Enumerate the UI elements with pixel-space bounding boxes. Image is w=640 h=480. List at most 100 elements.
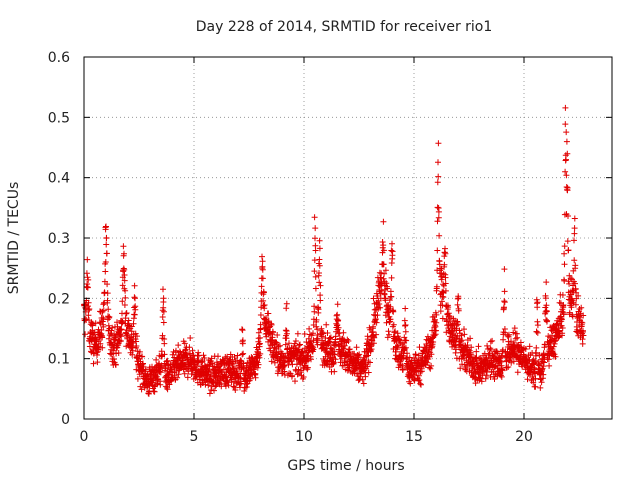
data-point	[542, 295, 549, 302]
data-point	[428, 351, 435, 358]
data-point	[550, 343, 557, 350]
data-point	[239, 337, 246, 344]
data-point	[407, 380, 414, 387]
data-point	[130, 320, 137, 327]
data-point	[232, 387, 239, 393]
data-point	[316, 262, 323, 269]
data-point	[387, 288, 394, 295]
data-point	[536, 352, 543, 358]
data-point	[373, 319, 380, 326]
data-point	[376, 301, 383, 307]
y-tick-label: 0	[61, 412, 70, 428]
data-point	[316, 245, 323, 252]
data-point	[84, 281, 91, 287]
data-point	[537, 384, 544, 391]
data-point	[467, 335, 474, 342]
data-point	[254, 364, 261, 371]
data-point	[119, 298, 126, 305]
data-point	[120, 268, 127, 275]
data-point	[514, 369, 521, 376]
x-tick-label: 15	[405, 429, 423, 445]
data-point	[507, 355, 514, 362]
data-point	[252, 374, 259, 381]
data-point	[265, 310, 272, 317]
data-point	[331, 351, 338, 358]
data-point	[562, 104, 569, 111]
data-point	[514, 334, 521, 341]
data-point	[301, 331, 308, 337]
data-point	[510, 358, 517, 365]
data-point	[402, 344, 409, 351]
data-point	[120, 243, 127, 250]
data-point	[435, 159, 441, 166]
data-point	[437, 308, 444, 315]
data-point	[199, 358, 206, 365]
data-point	[248, 354, 255, 361]
x-tick-label: 20	[515, 429, 533, 445]
data-point	[104, 290, 111, 297]
data-point	[291, 340, 298, 347]
data-point	[478, 378, 485, 385]
data-point	[208, 387, 215, 393]
data-point	[482, 375, 489, 382]
data-point	[234, 352, 241, 359]
data-point	[370, 340, 377, 347]
data-point	[416, 377, 423, 383]
data-point	[334, 301, 341, 308]
data-point	[543, 279, 550, 286]
data-point	[572, 262, 579, 269]
data-point	[271, 344, 278, 351]
data-point	[102, 268, 109, 275]
data-points	[81, 104, 587, 397]
data-point	[331, 368, 338, 375]
data-point	[312, 285, 319, 292]
data-point	[297, 341, 303, 348]
data-point	[571, 237, 577, 244]
data-point	[195, 349, 202, 356]
data-point	[160, 295, 167, 302]
data-point	[552, 353, 559, 360]
data-point	[296, 342, 303, 349]
data-point	[163, 384, 170, 391]
data-point	[434, 247, 441, 254]
data-point	[259, 275, 266, 282]
data-point	[259, 258, 266, 265]
data-point	[389, 240, 395, 247]
data-point	[442, 245, 448, 252]
data-point	[277, 342, 283, 349]
data-point	[311, 268, 318, 275]
data-point	[506, 331, 512, 338]
data-point	[225, 382, 232, 389]
data-point	[319, 329, 326, 336]
data-point	[134, 375, 141, 382]
data-point	[132, 295, 138, 302]
data-point	[310, 330, 316, 337]
data-point	[501, 288, 508, 295]
data-point	[327, 335, 333, 342]
data-point	[442, 274, 449, 281]
data-point	[96, 319, 103, 326]
data-point	[374, 293, 381, 299]
data-point	[579, 319, 586, 326]
data-point	[334, 311, 341, 318]
data-point	[103, 223, 109, 230]
data-point	[122, 287, 129, 294]
data-point	[316, 237, 323, 244]
data-point	[105, 335, 112, 342]
data-point	[283, 330, 290, 337]
data-point	[306, 325, 313, 332]
data-point	[387, 303, 394, 310]
data-point	[346, 346, 353, 353]
data-point	[501, 298, 508, 305]
data-point	[565, 247, 572, 254]
data-point	[458, 337, 465, 344]
data-point	[123, 310, 129, 317]
data-point	[560, 311, 567, 318]
data-point	[159, 332, 166, 339]
data-point	[239, 326, 245, 333]
data-point	[356, 351, 363, 358]
data-point	[412, 351, 419, 358]
data-point	[551, 338, 558, 345]
data-point	[533, 344, 540, 351]
data-point	[102, 259, 109, 265]
